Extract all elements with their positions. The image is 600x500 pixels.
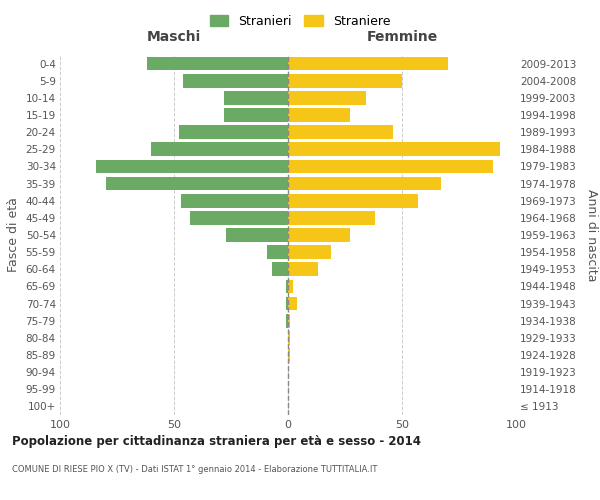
Bar <box>288 262 317 276</box>
Y-axis label: Anni di nascita: Anni di nascita <box>585 188 598 281</box>
Bar <box>151 142 288 156</box>
Bar <box>288 142 500 156</box>
Text: Femmine: Femmine <box>367 30 437 44</box>
Bar <box>288 314 290 328</box>
Bar <box>181 194 288 207</box>
Bar <box>272 262 288 276</box>
Bar <box>288 280 293 293</box>
Bar <box>288 108 350 122</box>
Bar <box>288 331 290 344</box>
Legend: Stranieri, Straniere: Stranieri, Straniere <box>206 11 394 32</box>
Bar <box>288 56 448 70</box>
Bar <box>286 296 288 310</box>
Bar <box>286 314 288 328</box>
Bar <box>288 246 331 259</box>
Bar <box>288 296 297 310</box>
Y-axis label: Fasce di età: Fasce di età <box>7 198 20 272</box>
Bar <box>288 126 393 139</box>
Bar <box>190 211 288 224</box>
Bar <box>288 91 365 104</box>
Bar <box>226 228 288 242</box>
Text: Maschi: Maschi <box>147 30 201 44</box>
Bar <box>288 176 441 190</box>
Bar <box>288 211 374 224</box>
Bar <box>288 228 350 242</box>
Bar <box>288 194 418 207</box>
Text: COMUNE DI RIESE PIO X (TV) - Dati ISTAT 1° gennaio 2014 - Elaborazione TUTTITALI: COMUNE DI RIESE PIO X (TV) - Dati ISTAT … <box>12 465 377 474</box>
Bar <box>224 91 288 104</box>
Bar <box>146 56 288 70</box>
Bar <box>183 74 288 88</box>
Bar <box>288 348 290 362</box>
Bar <box>106 176 288 190</box>
Bar <box>268 246 288 259</box>
Bar <box>179 126 288 139</box>
Bar <box>97 160 288 173</box>
Bar <box>286 280 288 293</box>
Bar <box>224 108 288 122</box>
Text: Popolazione per cittadinanza straniera per età e sesso - 2014: Popolazione per cittadinanza straniera p… <box>12 435 421 448</box>
Bar <box>288 74 402 88</box>
Bar <box>288 160 493 173</box>
